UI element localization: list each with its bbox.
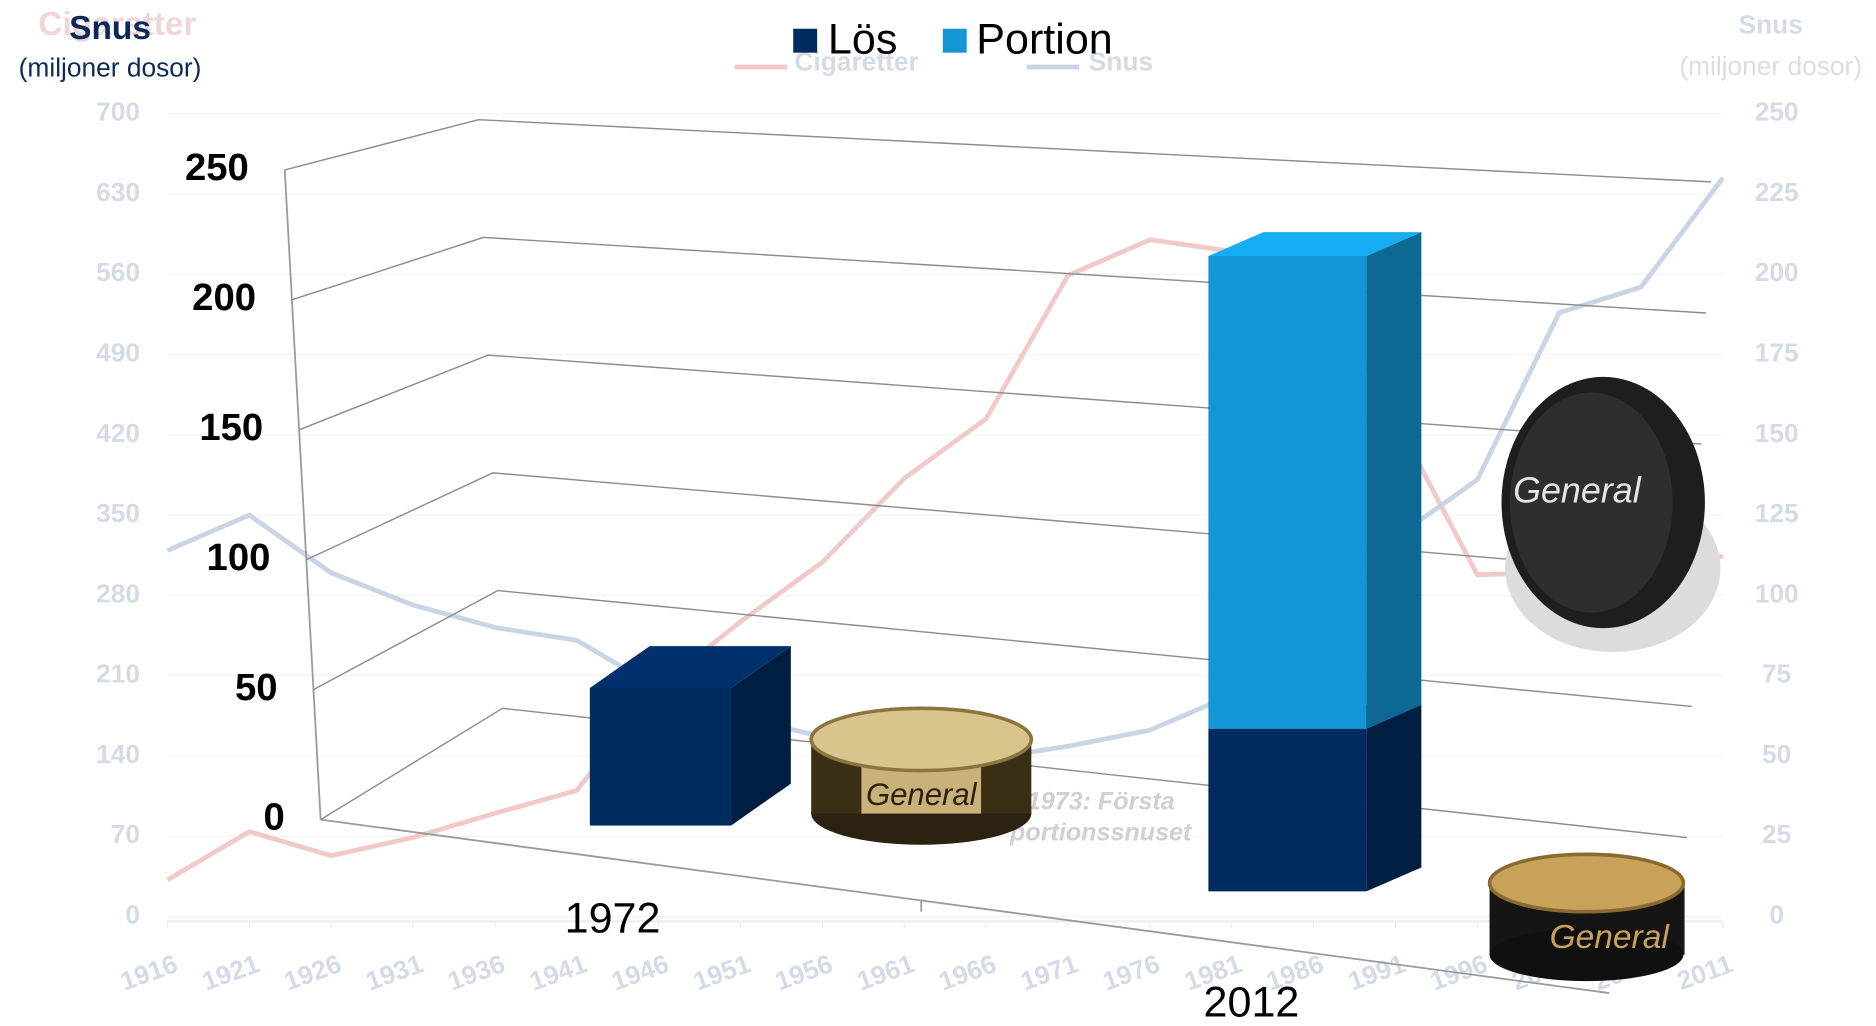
y2-tick-label: 50	[1762, 739, 1791, 769]
y2-tick-label: 200	[1755, 257, 1799, 287]
line-series	[168, 178, 1723, 759]
y2-axis-title: Snus	[1739, 9, 1803, 39]
x-tick-label: 1966	[935, 948, 1000, 996]
x-tick-label: 1921	[198, 948, 263, 996]
x-tick-label: 1976	[1099, 948, 1164, 996]
x-tick-label: 1971	[1017, 948, 1082, 996]
y-axis-subtitle: (miljoner dosor)	[19, 52, 202, 82]
y-tick-label: 70	[111, 819, 140, 849]
bar-side	[1366, 232, 1421, 729]
y-tick-label: 490	[96, 337, 140, 367]
annotation: portionssnuset	[1009, 819, 1193, 847]
legend-label: Portion	[976, 15, 1112, 63]
bar	[1208, 256, 1366, 729]
x-tick-label: 1926	[280, 948, 345, 996]
x-tick-label: 1972	[565, 895, 661, 943]
y-axis-title: Snus	[69, 10, 151, 47]
y-tick-label: 280	[96, 578, 140, 608]
y-tick-label: 700	[96, 97, 140, 127]
y2-tick-label: 100	[1755, 578, 1799, 608]
y2-tick-label: 250	[1755, 97, 1799, 127]
x-tick-label: 1956	[771, 948, 836, 996]
y2-tick-label: 225	[1755, 177, 1799, 207]
product-label: General	[1513, 470, 1642, 510]
y-tick-label: 250	[185, 146, 249, 189]
x-tick-label: 1916	[116, 948, 181, 996]
x-tick-label: 1991	[1344, 948, 1409, 996]
y2-axis-subtitle: (miljoner dosor)	[1679, 51, 1862, 81]
grid-line	[313, 591, 1691, 707]
y-tick-label: 0	[125, 899, 140, 929]
y-tick-label: 560	[96, 257, 140, 287]
annotation: 1973: Första	[1027, 787, 1175, 815]
page: {"chart_data": [ {"type": "line", "ylabe…	[0, 0, 1876, 1026]
product-label: General	[866, 777, 978, 812]
y2-tick-label: 25	[1762, 819, 1791, 849]
tin-white: General	[1502, 377, 1721, 652]
bar	[590, 688, 731, 826]
legend-swatch	[943, 29, 967, 53]
x-tick-label: 2012	[1204, 978, 1300, 1026]
grid-line	[299, 355, 1701, 444]
bar-side	[1366, 705, 1421, 891]
y2-tick-label: 75	[1762, 659, 1791, 689]
y2-tick-label: 150	[1755, 418, 1799, 448]
legend-swatch	[793, 29, 817, 53]
product-label: General	[1550, 919, 1671, 956]
y-tick-label: 350	[96, 498, 140, 528]
x-tick-label: 1936	[444, 948, 509, 996]
tin-portion: General	[1490, 854, 1685, 981]
legend-label: Lös	[828, 15, 897, 63]
y-tick-label: 50	[235, 666, 278, 709]
chart: 0 70 140 210 280 350 420 490 560 630 700 0 25 50 75 100…	[0, 0, 1876, 1026]
x-tick-label: 1941	[526, 948, 591, 996]
y-tick-label: 200	[192, 276, 256, 319]
bar	[1208, 729, 1366, 892]
y-axis	[285, 170, 321, 820]
x-tick-label: 1931	[362, 948, 427, 996]
y2-tick-label: 175	[1755, 337, 1799, 367]
x-tick-label: 1946	[607, 948, 672, 996]
y2-tick-label: 0	[1769, 899, 1784, 929]
grid-line	[292, 237, 1706, 313]
grid-line	[285, 120, 1711, 182]
y-tick-label: 420	[96, 418, 140, 448]
y-tick-label: 630	[96, 177, 140, 207]
y-tick-label: 140	[96, 739, 140, 769]
y-tick-label: 100	[207, 536, 271, 579]
x-tick-label: 1961	[853, 948, 918, 996]
grid-line	[306, 473, 1696, 575]
y-tick-label: 0	[263, 796, 284, 839]
tin-loose: General	[811, 708, 1031, 844]
y-tick-label: 150	[199, 406, 263, 449]
y2-tick-label: 125	[1755, 498, 1799, 528]
x-tick-label: 1951	[689, 948, 754, 996]
y-tick-label: 210	[96, 659, 140, 689]
